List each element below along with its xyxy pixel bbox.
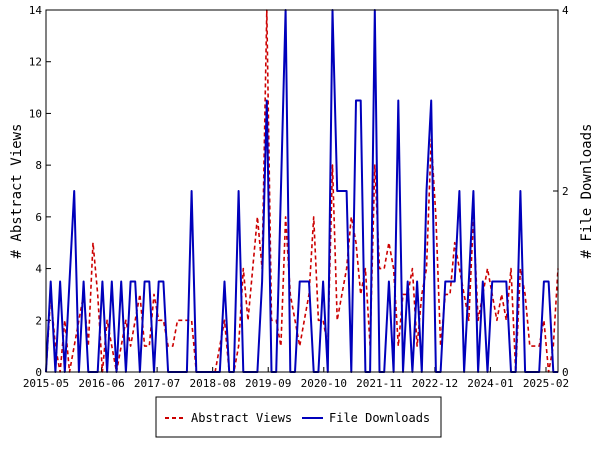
- y-tick-label: 14: [29, 4, 43, 17]
- y2-tick-label: 2: [562, 185, 569, 198]
- y2-axis-title: # File Downloads: [579, 124, 595, 259]
- legend-label-file-downloads: File Downloads: [329, 411, 430, 425]
- x-tick-label: 2015-05: [23, 377, 69, 390]
- x-tick-label: 2017-07: [134, 377, 180, 390]
- x-tick-label: 2021-11: [356, 377, 402, 390]
- x-tick-label: 2022-12: [412, 377, 458, 390]
- y-tick-label: 12: [29, 56, 42, 69]
- legend-label-abstract-views: Abstract Views: [191, 411, 292, 425]
- legend-box: [155, 396, 442, 438]
- y-tick-label: 10: [29, 107, 42, 120]
- y-tick-label: 8: [35, 159, 42, 172]
- y2-tick-label: 4: [562, 4, 569, 17]
- x-tick-label: 2019-09: [245, 377, 291, 390]
- series-layer: [45, 9, 559, 373]
- x-tick-label: 2024-01: [467, 377, 513, 390]
- y-tick-label: 0: [35, 366, 42, 379]
- plot-frame: [45, 9, 559, 373]
- x-tick-label: 2018-08: [189, 377, 235, 390]
- y-tick-label: 2: [35, 314, 42, 327]
- y-tick-label: 6: [35, 211, 42, 224]
- legend: Abstract Views File Downloads: [155, 396, 442, 438]
- x-tick-label: 2020-10: [301, 377, 347, 390]
- tick-labels: 0 2 4 6 8 10 12 14 0 2 4 2015-05 2016-06 2017-07 2018-…: [23, 4, 569, 390]
- y-axis-title: # Abstract Views: [9, 124, 25, 259]
- y-tick-label: 4: [35, 263, 42, 276]
- y2-tick-label: 0: [562, 366, 569, 379]
- x-tick-label: 2016-06: [78, 377, 124, 390]
- x-tick-label: 2025-02: [523, 377, 569, 390]
- series-line-file-downloads: [45, 9, 558, 373]
